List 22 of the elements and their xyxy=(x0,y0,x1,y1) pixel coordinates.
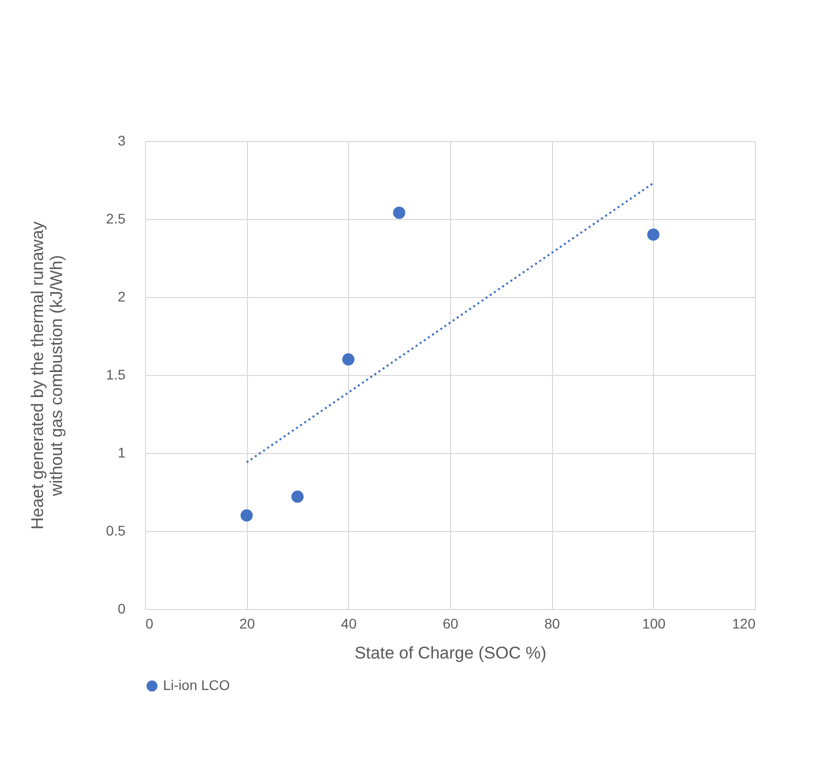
x-tick-label: 40 xyxy=(341,616,357,632)
x-tick-label: 20 xyxy=(239,616,256,632)
y-tick-label: 1.5 xyxy=(106,366,126,382)
y-axis-title: Heaet generated by the thermal runaway without gas combustion (kJ/Wh) xyxy=(28,220,66,530)
point xyxy=(393,206,406,219)
x-axis-title: State of Charge (SOC %) xyxy=(354,644,546,662)
x-tick-label: 100 xyxy=(642,616,666,632)
y-tick-label: 1 xyxy=(118,444,126,460)
y-tick-label: 2.5 xyxy=(106,210,126,226)
x-tick-label: 0 xyxy=(146,616,154,632)
point xyxy=(342,353,354,366)
x-tick-label: 60 xyxy=(442,616,458,632)
point xyxy=(291,490,304,503)
legend-label: Li-ion LCO xyxy=(163,677,230,693)
y-tick-label: 2 xyxy=(118,288,126,304)
y-tick-label: 0.5 xyxy=(106,522,126,538)
y-tick-label: 3 xyxy=(118,132,126,148)
point xyxy=(647,228,660,241)
y-tick-label: 0 xyxy=(118,600,126,616)
point xyxy=(240,509,253,522)
x-tick-label: 80 xyxy=(544,616,560,632)
x-tick-label: 120 xyxy=(732,616,756,632)
